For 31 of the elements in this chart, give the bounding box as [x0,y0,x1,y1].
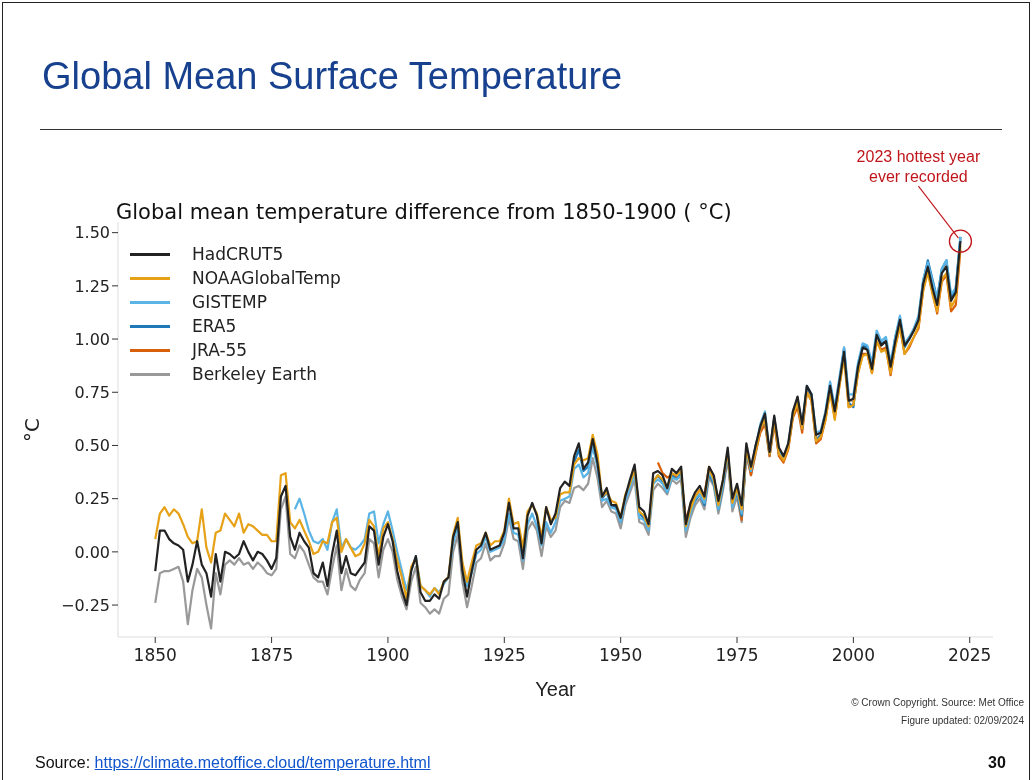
text: 30 [988,754,1006,772]
legend-label: NOAAGlobalTemp [192,268,341,288]
text: Figure updated: 02/09/2024 [901,715,1024,726]
legend-label: GISTEMP [192,292,268,312]
legend-label: HadCRUT5 [192,244,284,264]
x-tick-label: 1975 [715,645,759,666]
x-tick-label: 1850 [133,645,177,666]
source-note: Source: https://climate.metoffice.cloud/temperature.html [35,754,431,772]
y-tick-label: 1.00 [74,329,110,349]
y-axis-title: °C [20,417,44,442]
chart-title: Global Mean Surface Temperature [42,55,623,98]
chart-subtitle: Global mean temperature difference from 1850-1900 ( °C) [116,200,732,224]
x-tick-label: 1925 [482,645,526,666]
x-tick-label: 2000 [831,645,876,666]
x-tick-label: 1950 [599,645,643,666]
annotation: 2023 hottest year ever recorded [856,148,981,186]
legend-label: ERA5 [192,316,237,336]
y-tick-label: −0.25 [60,595,110,615]
y-tick-label: 1.50 [74,223,110,243]
y-tick-label: 0.50 [74,436,110,456]
legend-label: JRA-55 [192,340,248,360]
y-tick-label: 1.25 [74,276,110,296]
x-axis-title: Year [535,678,577,700]
y-tick-label: 0.25 [74,489,110,509]
legend-label: Berkeley Earth [192,364,318,384]
y-tick-label: 0.00 [74,542,110,562]
text: © Crown Copyright. Source: Met Office [851,697,1024,708]
x-tick-label: 1900 [366,645,410,666]
x-tick-label: 1875 [249,645,294,666]
y-tick-label: 0.75 [74,382,110,402]
x-tick-label: 2025 [948,645,992,666]
